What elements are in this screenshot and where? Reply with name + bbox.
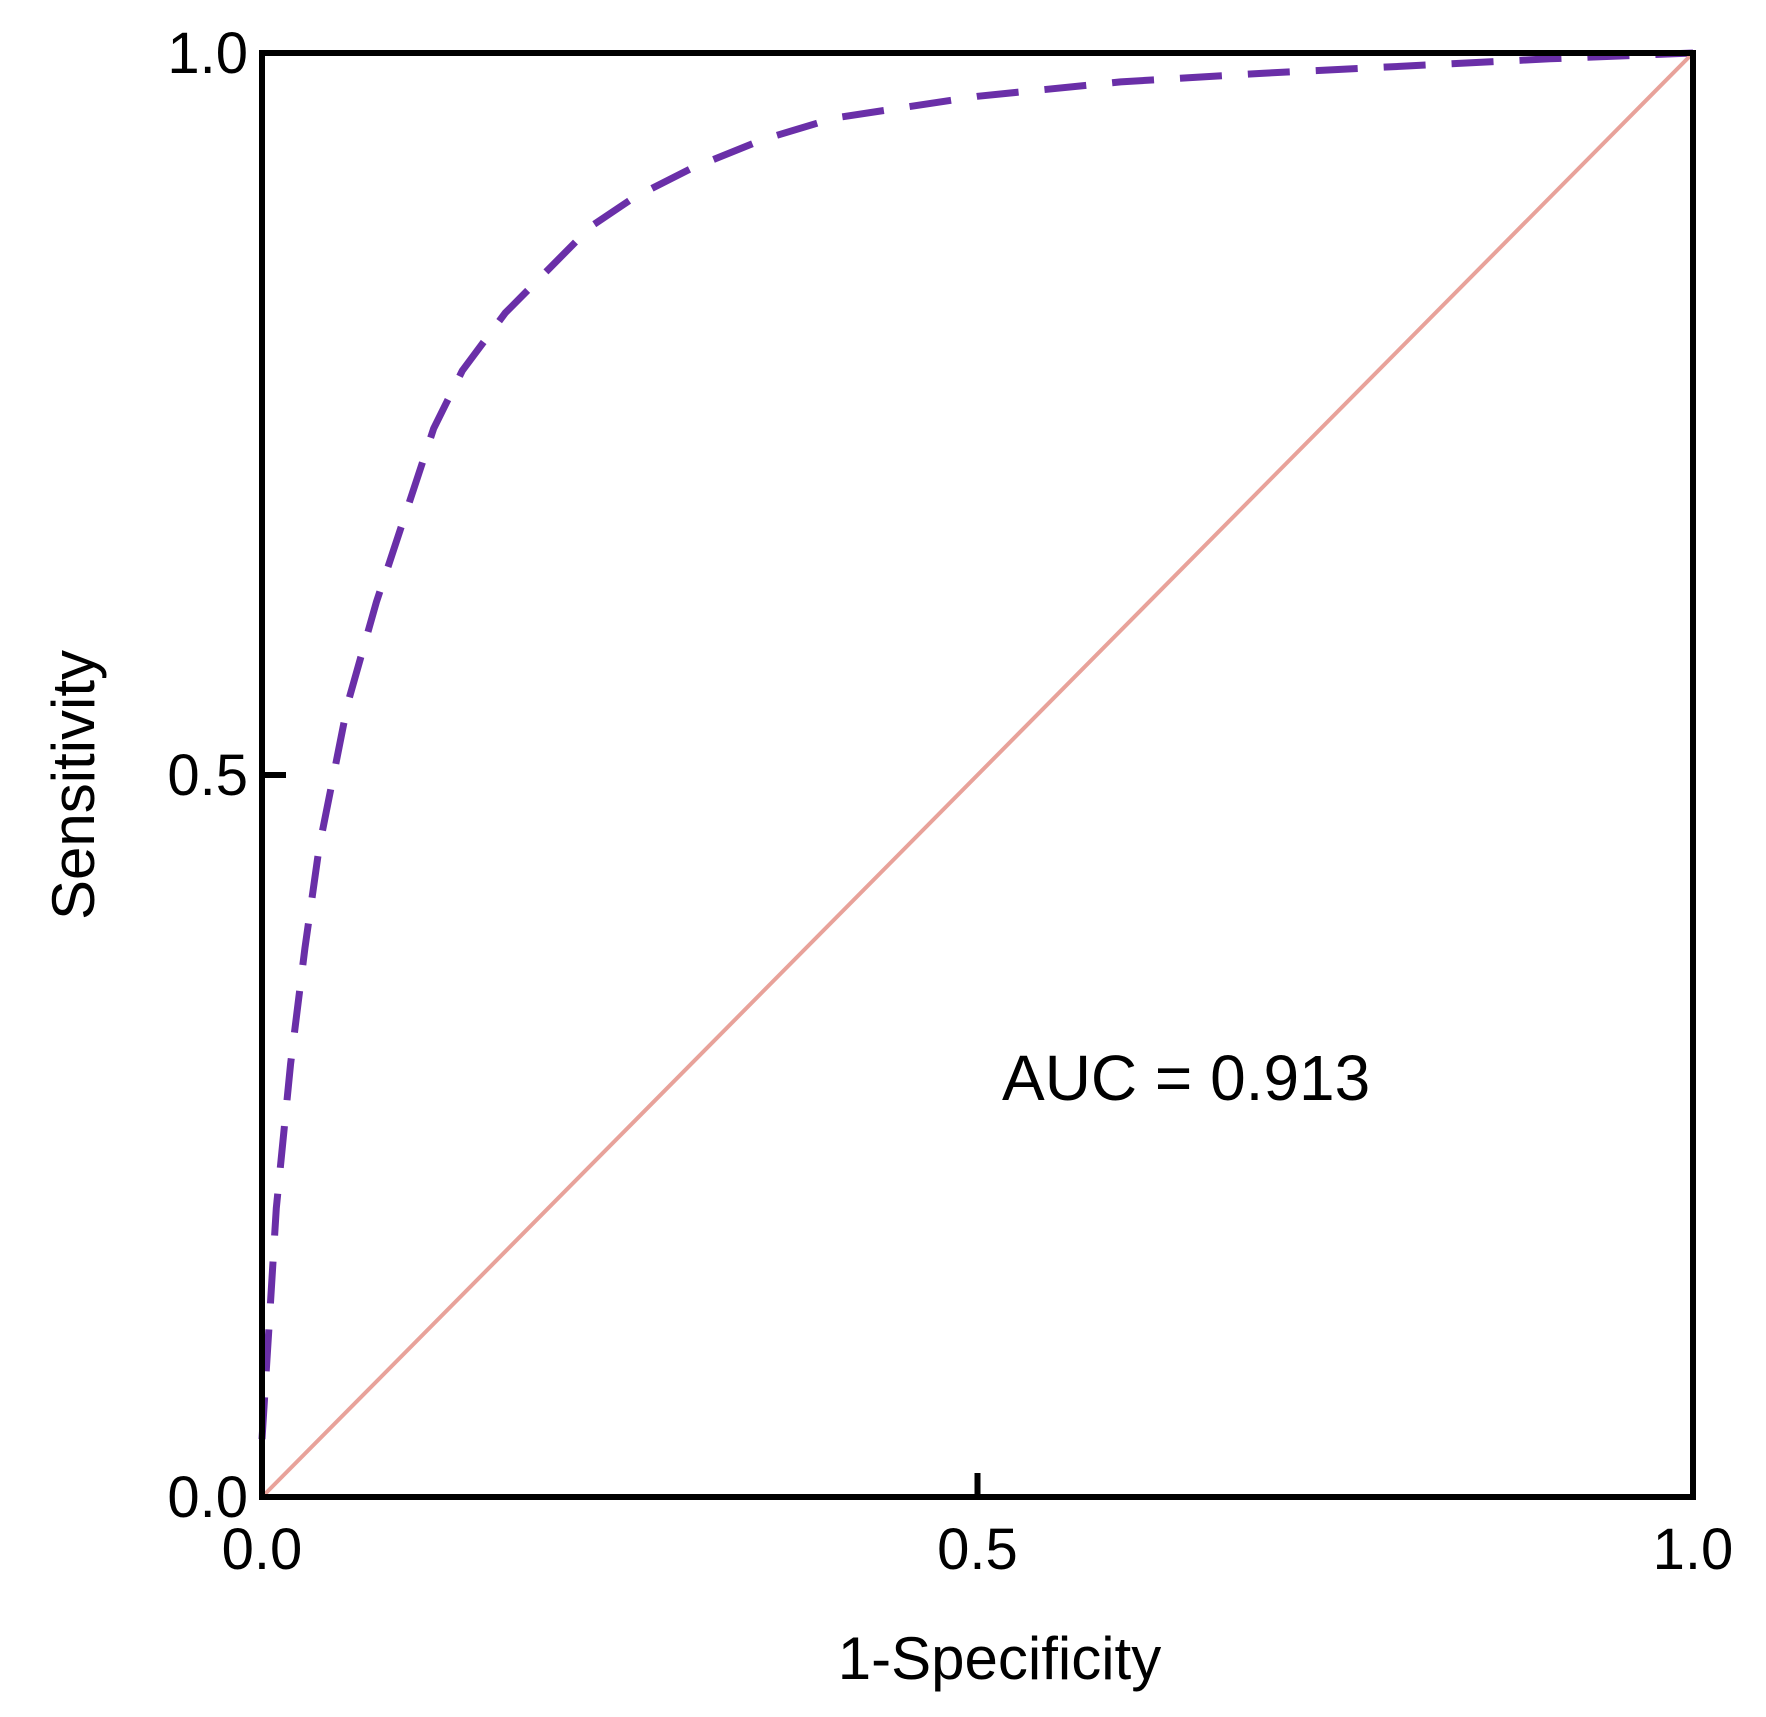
y-axis-title: Sensitivity (40, 650, 107, 920)
plot-area (258, 49, 1695, 1499)
roc-curve (258, 49, 1694, 1440)
y-tick-label: 0.5 (167, 743, 248, 808)
x-tick-label: 0.5 (937, 1517, 1018, 1582)
axis-ticks: 0.0 0.5 1.0 0.0 0.5 1.0 (167, 21, 1733, 1582)
auc-annotation: AUC = 0.913 (1002, 1042, 1370, 1114)
x-tick-label: 1.0 (1653, 1517, 1734, 1582)
x-tick-label: 0.0 (222, 1517, 303, 1582)
y-tick-label: 1.0 (167, 21, 248, 86)
reference-line (260, 51, 1695, 1499)
y-tick-label: 0.0 (167, 1465, 248, 1530)
x-axis-title: 1-Specificity (838, 1625, 1161, 1692)
